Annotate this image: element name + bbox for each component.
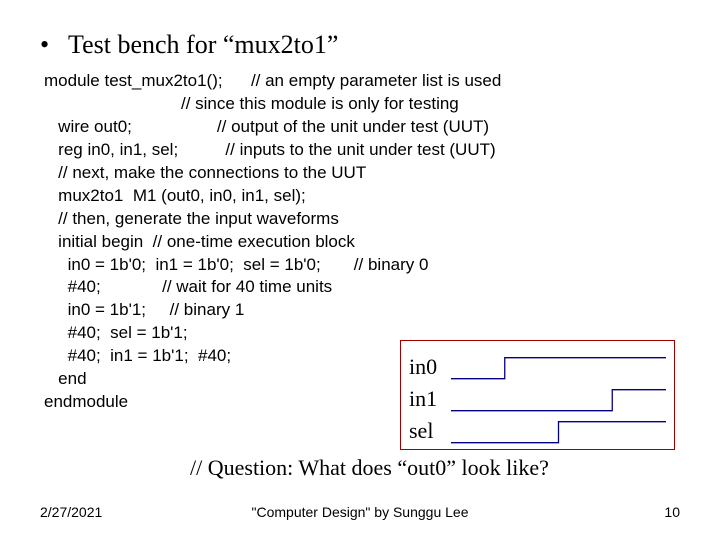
code-line: in0 = 1b'1; bbox=[44, 300, 146, 319]
code-comment: // output of the unit under test (UUT) bbox=[217, 117, 489, 136]
code-line: // next, make the connections to the UUT bbox=[44, 163, 366, 182]
wave-sel-icon bbox=[451, 417, 666, 445]
code-line: in0 = 1b'0; in1 = 1b'0; sel = 1b'0; bbox=[44, 255, 321, 274]
code-comment: // binary 1 bbox=[170, 300, 245, 319]
wave-label-sel: sel bbox=[409, 418, 451, 444]
footer-center: "Computer Design" by Sunggu Lee bbox=[252, 504, 469, 520]
code-line: initial begin // one-time execution bloc… bbox=[44, 232, 355, 251]
code-line: #40; in1 = 1b'1; #40; bbox=[44, 346, 231, 365]
bullet-icon: • bbox=[40, 30, 62, 60]
code-comment: // wait for 40 time units bbox=[162, 277, 332, 296]
question-text: // Question: What does “out0” look like? bbox=[190, 455, 549, 481]
code-line: wire out0; bbox=[44, 117, 132, 136]
code-line: reg in0, in1, sel; bbox=[44, 140, 178, 159]
code-comment: // an empty parameter list is used bbox=[251, 71, 501, 90]
code-line: endmodule bbox=[44, 392, 128, 411]
slide-title: Test bench for “mux2to1” bbox=[68, 30, 338, 59]
wave-row-in0: in0 bbox=[409, 351, 666, 383]
code-line: // since this module is only for testing bbox=[44, 94, 459, 113]
footer-date: 2/27/2021 bbox=[40, 504, 102, 520]
footer-page: 10 bbox=[664, 504, 680, 520]
slide-title-row: • Test bench for “mux2to1” bbox=[40, 30, 680, 60]
waveform-box: in0 in1 sel bbox=[400, 340, 675, 450]
code-line: #40; sel = 1b'1; bbox=[44, 323, 188, 342]
code-comment: // binary 0 bbox=[354, 255, 429, 274]
wave-row-sel: sel bbox=[409, 415, 666, 447]
wave-row-in1: in1 bbox=[409, 383, 666, 415]
code-line: end bbox=[44, 369, 87, 388]
wave-in0-icon bbox=[451, 353, 666, 381]
wave-in1-icon bbox=[451, 385, 666, 413]
code-line: #40; bbox=[44, 277, 101, 296]
slide: • Test bench for “mux2to1” module test_m… bbox=[0, 0, 720, 540]
code-line: module test_mux2to1(); bbox=[44, 71, 223, 90]
code-line: // then, generate the input waveforms bbox=[44, 209, 339, 228]
wave-label-in1: in1 bbox=[409, 386, 451, 412]
wave-label-in0: in0 bbox=[409, 354, 451, 380]
code-line: mux2to1 M1 (out0, in0, in1, sel); bbox=[44, 186, 306, 205]
code-comment: // inputs to the unit under test (UUT) bbox=[225, 140, 495, 159]
